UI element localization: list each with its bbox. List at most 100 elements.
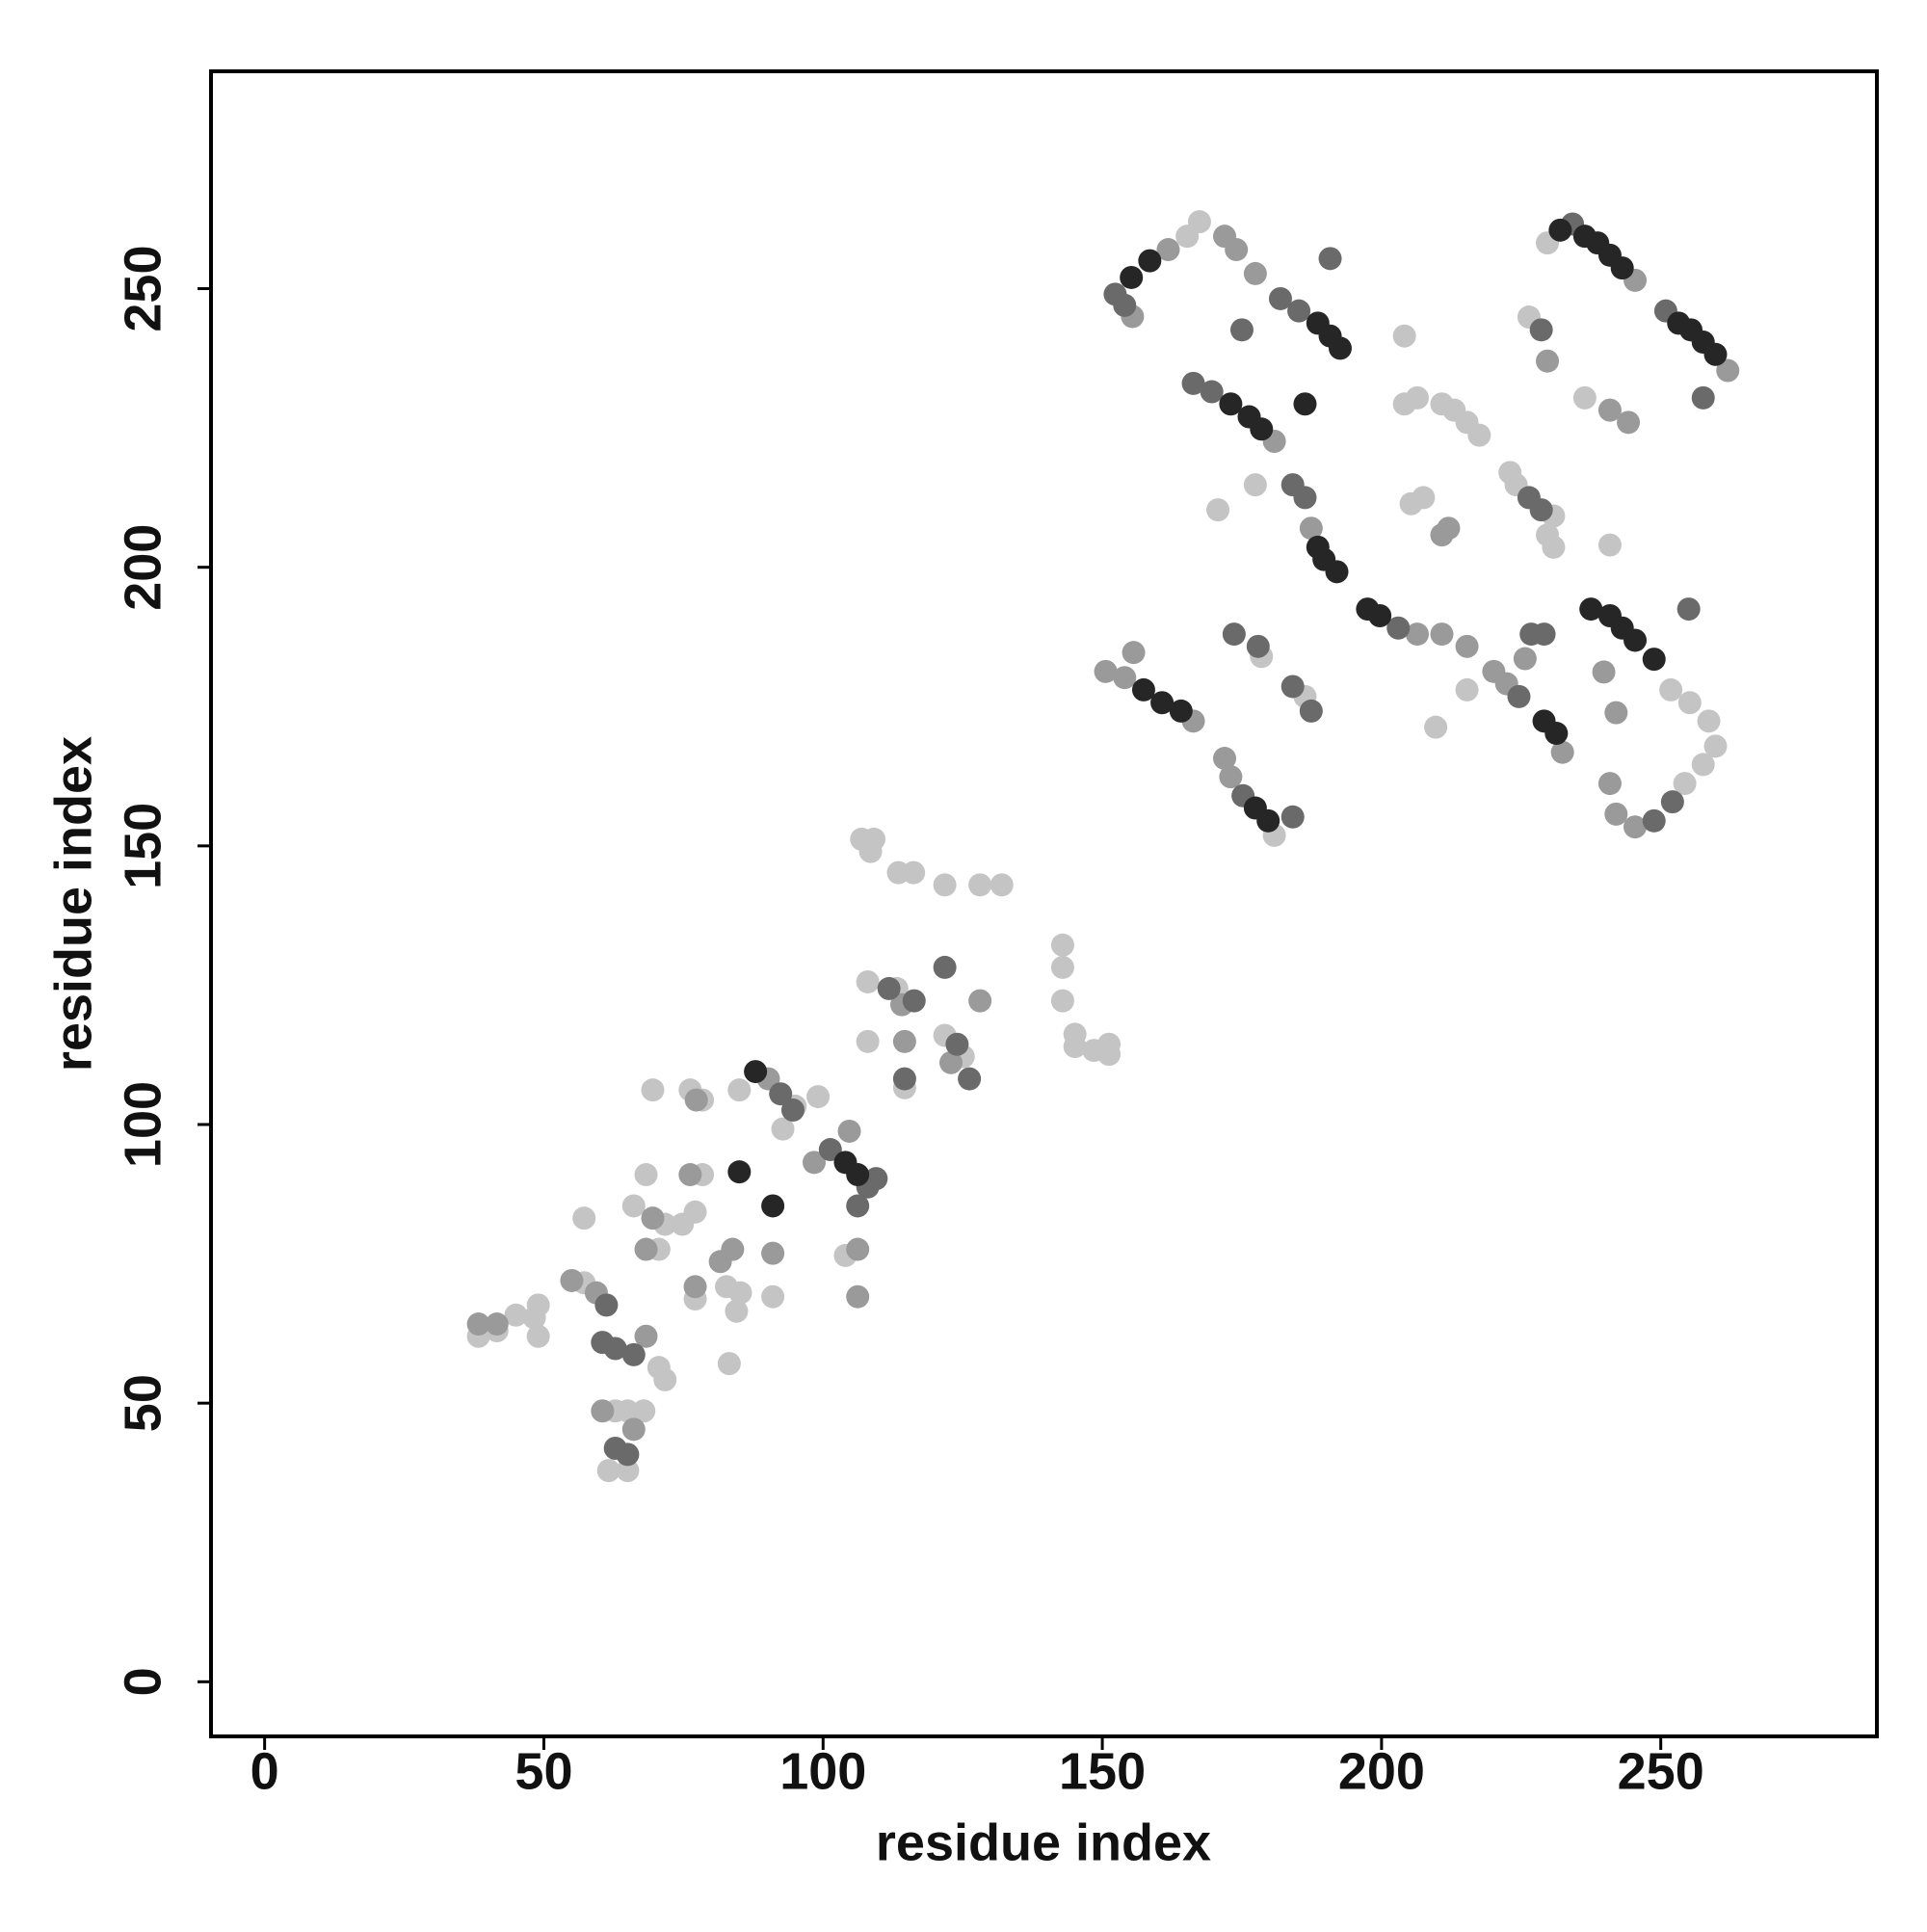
point (1532, 622, 1556, 647)
point (1642, 808, 1666, 833)
point (504, 1303, 528, 1327)
x-tick-label: 0 (251, 1742, 279, 1800)
point (1703, 342, 1728, 366)
point (1318, 247, 1342, 271)
point (1293, 486, 1317, 510)
point (958, 1067, 982, 1091)
point (1386, 616, 1411, 640)
point (1703, 734, 1728, 758)
point (728, 1281, 752, 1305)
point (683, 1200, 707, 1224)
point (1287, 299, 1311, 323)
point (1120, 265, 1144, 289)
point (616, 1442, 640, 1467)
point (684, 1088, 708, 1112)
point (727, 1078, 752, 1102)
point (1206, 498, 1230, 522)
point (1716, 358, 1740, 383)
point (1455, 677, 1479, 701)
point (1280, 675, 1305, 699)
point (1513, 647, 1537, 671)
point (902, 860, 926, 885)
x-tick-label: 150 (1059, 1742, 1146, 1800)
x-tick-label: 100 (779, 1742, 866, 1800)
point (761, 1241, 785, 1265)
point (938, 1050, 963, 1074)
point (634, 1237, 658, 1261)
point (1597, 533, 1622, 557)
x-tick-label: 50 (515, 1742, 572, 1800)
point (945, 1032, 969, 1056)
point (591, 1399, 615, 1423)
point (603, 1337, 627, 1361)
point (572, 1206, 596, 1231)
point (1623, 815, 1648, 839)
point (968, 989, 992, 1013)
point (1592, 660, 1616, 684)
point (727, 1160, 752, 1184)
y-tick-label: 150 (114, 803, 172, 889)
y-tick-label: 200 (114, 524, 172, 611)
point (1455, 634, 1479, 658)
point (1097, 1043, 1122, 1067)
point (1529, 318, 1553, 342)
point (1604, 701, 1628, 725)
point (1181, 371, 1205, 395)
point (634, 1324, 658, 1348)
point (560, 1268, 584, 1292)
point (1131, 677, 1155, 701)
point (902, 989, 926, 1013)
point (1219, 765, 1243, 789)
point (933, 873, 957, 897)
point (1617, 410, 1641, 435)
point (1659, 677, 1683, 701)
point (466, 1312, 490, 1337)
point (725, 1299, 749, 1323)
point (1548, 218, 1572, 242)
point (721, 1237, 745, 1261)
point (1280, 805, 1305, 829)
point (1542, 535, 1566, 559)
point (1697, 709, 1721, 733)
point (933, 955, 957, 979)
point (802, 1151, 826, 1175)
point (594, 1293, 619, 1317)
point (846, 1194, 870, 1218)
point (1660, 790, 1684, 814)
y-axis-title: residue index (44, 736, 102, 1072)
point (1424, 715, 1448, 739)
point (1437, 516, 1461, 541)
point (1412, 486, 1436, 510)
point (1392, 324, 1416, 348)
point (1328, 336, 1352, 360)
point (1623, 628, 1648, 652)
point (1113, 293, 1137, 317)
point (744, 1060, 768, 1084)
x-axis-title: residue index (876, 1813, 1211, 1871)
point (1430, 622, 1454, 647)
point (858, 839, 883, 863)
point (1293, 392, 1317, 416)
point (1063, 1035, 1087, 1059)
point (634, 1163, 658, 1187)
point (1691, 753, 1715, 777)
point (1610, 256, 1634, 280)
point (1550, 740, 1574, 764)
point (837, 1119, 861, 1143)
y-tick-label: 0 (114, 1667, 172, 1696)
point (761, 1194, 785, 1218)
point (1243, 261, 1267, 285)
point (526, 1293, 550, 1317)
point (485, 1312, 509, 1337)
point (653, 1367, 677, 1391)
point (616, 1459, 640, 1483)
point (1597, 772, 1622, 796)
point (1246, 634, 1270, 658)
point (1050, 955, 1074, 979)
point (1222, 622, 1246, 647)
point (856, 969, 880, 993)
y-tick-label: 100 (114, 1081, 172, 1168)
point (1094, 659, 1118, 683)
point (761, 1284, 785, 1309)
